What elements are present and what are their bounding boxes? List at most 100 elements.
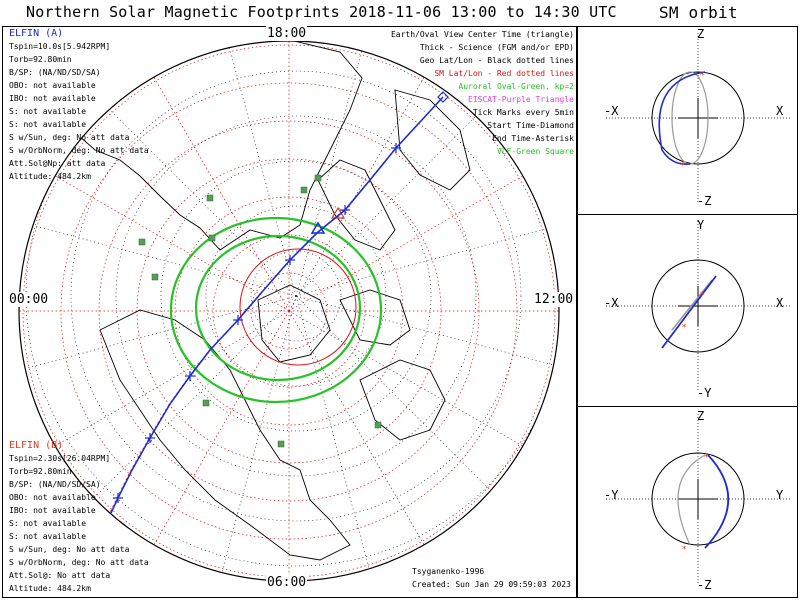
sm-lon-line (54, 175, 290, 312)
geo-lat-circle (250, 250, 342, 342)
orbit1-right-label: X (776, 104, 784, 118)
orbit-title: SM orbit (659, 3, 738, 22)
auroral-oval-inner (194, 234, 362, 382)
legend-item: EISCAT-Purple Triangle (468, 95, 574, 104)
orbit1-top-label: Z (697, 27, 705, 41)
legend-item: Thick - Science (FGM and/or EPD) (419, 43, 574, 52)
elfin-a-line: S w/Sun, deg: No att data (9, 133, 130, 142)
orbit-panel-3: ** (606, 414, 790, 584)
elfin-a-name: ELFIN (A) (9, 28, 64, 39)
sm-lon-line (54, 310, 290, 447)
legend-item: Tick Marks every 5min (472, 108, 574, 117)
vlf-square (151, 273, 159, 281)
elfin-b-line: Att.Sol@: No att data (9, 571, 111, 580)
elfin-a-line: S: not available (9, 120, 87, 129)
elfin-a-line: S w/OrbNorm, deg: No att data (9, 146, 149, 155)
orbit2-top-label: Y (697, 218, 705, 232)
hour-label-bottom: 06:00 (266, 575, 308, 590)
elfin-a-line: S: not available (9, 107, 87, 116)
chart-title: Northern Solar Magnetic Footprints 2018-… (26, 3, 617, 21)
orbit-marker: * (700, 71, 705, 81)
orbit2-left-label: -X (604, 296, 619, 310)
geo-lat-circle (205, 205, 387, 387)
sm-lon-line (288, 310, 425, 546)
elfin-a-line: IBO: not available (9, 94, 96, 103)
elfin-a-line: OBO: not available (9, 81, 96, 90)
created-timestamp: Created: Sun Jan 29 09:59:03 2023 (412, 580, 571, 589)
sm-lon-line (288, 76, 425, 312)
elfin-a-track (109, 96, 444, 516)
elfin-b-name: ELFIN (B) (9, 440, 64, 451)
sm-lon-line (288, 310, 524, 447)
earth-circle (651, 452, 745, 546)
continent-outline (339, 289, 411, 346)
elfin-b-line: OBO: not available (9, 493, 96, 502)
continent-outline (317, 159, 396, 251)
elfin-b-line: IBO: not available (9, 506, 96, 515)
geo-lat-circle (160, 160, 432, 432)
orbit-frame-3 (577, 406, 798, 598)
orbit1-left-label: -X (604, 104, 619, 118)
vlf-square (300, 186, 308, 194)
legend-item: SM Lat/Lon - Red dotted lines (434, 69, 574, 78)
elfin-b-line: S: not available (9, 532, 87, 541)
legend-item: Geo Lat/Lon - Black dotted lines (419, 56, 574, 65)
orbit1-bottom-label: -Z (697, 194, 712, 208)
auroral-oval-outer (169, 216, 383, 404)
elfin-a-line: B/SP: (NA/ND/SD/SA) (9, 68, 101, 77)
grid-layer: * (19, 41, 559, 581)
vlf-square (138, 238, 146, 246)
vlf-square (206, 194, 214, 202)
orbit3-right-label: Y (776, 488, 784, 502)
orbit-marker: * (682, 323, 687, 333)
legend-item: End Time-Asterisk (492, 134, 574, 143)
sm-lat-circle (250, 272, 328, 350)
legend-item: Start Time-Diamond (487, 121, 574, 130)
geo-lat-circle (70, 70, 522, 522)
legend-item: VLF-Green Square (496, 147, 574, 156)
orbit-marker: * (680, 161, 685, 171)
elfin-b-line: S w/OrbNorm, deg: No att data (9, 558, 149, 567)
vlf-square (202, 399, 210, 407)
vlf-square (314, 174, 322, 182)
elfin-a-line: Tspin=10.0s[5.942RPM] (9, 42, 111, 51)
elfin-b-line: S: not available (9, 519, 87, 528)
sm-lat-circle (174, 196, 404, 426)
elfin-a-line: Altitude: 484.2km (9, 172, 91, 181)
hour-label-left: 00:00 (8, 292, 50, 307)
elfin-b-line: Altitude: 484.2km (9, 584, 91, 593)
sm-lon-line (153, 310, 290, 546)
earth-circle (651, 71, 745, 165)
orbit-marker: * (700, 291, 705, 301)
legend-item: Auroral Oval-Green, kp=2 (458, 82, 574, 91)
hour-label-top: 18:00 (266, 26, 308, 41)
orbit-path-gray (671, 279, 713, 331)
elfin-a-line: Att.Sol@Np: att data (9, 159, 106, 168)
start-diamond (437, 91, 449, 103)
sm-lon-line (288, 175, 524, 312)
orbit3-bottom-label: -Z (697, 578, 712, 592)
hour-label-right: 12:00 (533, 292, 575, 307)
continent-outline (257, 284, 331, 363)
orbit2-bottom-label: -Y (697, 386, 712, 400)
sm-lat-circle (22, 44, 556, 578)
elfin-b-line: B/SP: (NA/ND/SD/SA) (9, 480, 101, 489)
orbit-path-blue (658, 71, 706, 166)
orbit-path-blue (704, 454, 730, 549)
sm-lat-circle (98, 120, 480, 502)
sm-circle-inner (239, 248, 357, 366)
model-credit: Tsyganenko-1996 (412, 567, 485, 576)
vlf-square (374, 421, 382, 429)
vlf-square (208, 234, 216, 242)
elfin-b-line: Torb=92.80min (9, 467, 72, 476)
earth-circle (651, 259, 745, 353)
orbit-marker: * (704, 453, 709, 463)
orbit-panel-1: ** (606, 33, 790, 203)
orbit-path-blue (661, 275, 717, 349)
legend-item: Earth/Oval View Center Time (triangle) (390, 30, 574, 39)
orbit-panel-2: ** (606, 221, 790, 391)
elfin-b-line: Tspin=2.30s[26.04RPM] (9, 454, 111, 463)
vlf-square (277, 440, 285, 448)
orbit2-right-label: X (776, 296, 784, 310)
